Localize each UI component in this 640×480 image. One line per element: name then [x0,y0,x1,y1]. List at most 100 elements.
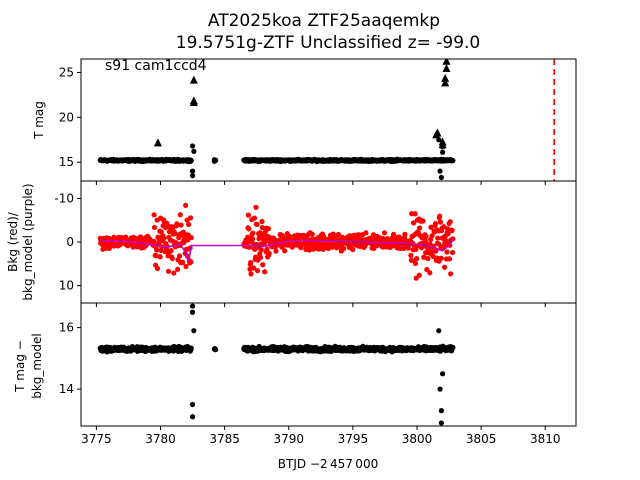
middle-data-point [410,220,417,226]
middle-data-point [248,271,254,277]
middle-data-point [164,220,170,226]
middle-data-point [449,249,456,256]
top-ytick-label: 15 [59,155,74,169]
top-upper-limit-marker [433,128,442,137]
middle-data-point [273,248,279,254]
middle-data-point [262,269,268,275]
middle-data-point [423,233,429,239]
middle-data-point [179,259,186,265]
top-data-point [189,168,196,174]
middle-data-point [437,219,444,225]
middle-data-point [416,272,422,278]
middle-data-point [151,212,157,218]
middle-data-point [408,252,414,259]
middle-data-point [266,250,272,256]
middle-ytick-label: 10 [59,279,74,293]
bottom-data-point [436,328,442,334]
middle-data-point [260,262,266,268]
bottom-data-point [188,345,194,351]
middle-plot-area [97,202,456,281]
middle-data-point [435,235,441,241]
sector-camera-annotation: s91 cam1ccd4 [105,58,207,74]
chart-title-line2: 19.5751g-ZTF Unclassified z= -99.0 [176,33,481,53]
middle-data-point [176,253,183,259]
middle-data-point [448,271,454,277]
middle-y-axis-label-line2: bkg_model (purple) [21,183,35,300]
middle-data-point [335,231,341,238]
bottom-data-point [189,414,196,420]
middle-data-point [188,235,194,241]
top-upper-limit-marker [442,59,451,65]
middle-data-point [263,237,269,244]
bottom-plot-area [97,303,456,426]
middle-data-point [245,212,251,218]
middle-data-point [421,254,427,260]
bottom-data-point [189,303,196,309]
middle-data-point [161,235,167,241]
middle-data-point [123,234,129,240]
middle-data-point [341,245,347,252]
middle-data-point [151,238,157,244]
middle-data-point [432,220,439,227]
middle-data-point [441,224,447,230]
top-data-point [189,173,196,179]
middle-data-point [257,254,264,261]
middle-data-point [250,230,256,236]
middle-data-point [405,245,411,251]
x-tick-label: 3790 [273,432,304,446]
middle-data-point [381,230,388,236]
panel-bottom-corrected: 14 16 3775 3780 3785 3790 3795 3800 3805 3810 [59,302,577,446]
bottom-data-point [437,386,443,392]
middle-data-point [182,202,189,209]
bottom-data-point [450,344,456,351]
middle-data-point [412,211,418,217]
middle-data-point [246,226,252,232]
x-tick-label: 3785 [209,432,240,446]
x-tick-label: 3795 [338,432,369,446]
panel-middle-background: -10 0 10 [54,180,577,307]
middle-data-point [425,255,431,262]
middle-data-point [265,226,272,232]
middle-data-point [286,233,293,240]
middle-data-point [447,219,453,225]
top-plot-area [97,59,555,181]
x-tick-label: 3800 [402,432,433,446]
bottom-y-axis-label-line2: bkg_model [30,333,44,399]
top-data-point [440,149,446,155]
middle-data-point [169,255,175,262]
top-upper-limit-marker [153,138,162,147]
middle-data-point [172,230,178,237]
middle-data-point [170,225,176,231]
panel-top-lightcurve: 15 20 25 [59,58,577,185]
middle-data-point [427,270,433,276]
middle-data-point [402,231,408,237]
middle-y-axis-label-line1: Bkg (red)/ [6,211,20,272]
middle-data-point [251,215,258,221]
chart-title-line1: AT2025koa ZTF25aaqemkp [208,11,440,31]
middle-data-point [446,256,453,262]
middle-data-point [175,266,181,272]
top-data-point [436,137,442,143]
middle-data-point [254,221,260,228]
bottom-ytick-label: 16 [59,321,74,335]
top-upper-limit-marker [438,137,447,146]
middle-data-point [157,254,163,260]
middle-data-point [171,270,177,276]
middle-data-point [433,248,439,254]
middle-data-point [350,246,356,253]
middle-data-point [435,241,442,247]
middle-data-point [264,246,270,252]
middle-data-point [356,232,362,238]
middle-data-point [259,218,265,225]
middle-data-point [154,265,161,272]
bottom-axes-frame [80,302,577,427]
top-upper-limit-marker [441,78,450,87]
middle-data-point [429,233,435,239]
top-data-point [188,157,194,164]
x-tick-label: 3805 [466,432,497,446]
middle-data-point [363,230,369,236]
middle-data-point [154,247,160,253]
middle-data-point [390,231,397,237]
middle-data-point [258,247,264,253]
top-data-point [450,158,456,164]
